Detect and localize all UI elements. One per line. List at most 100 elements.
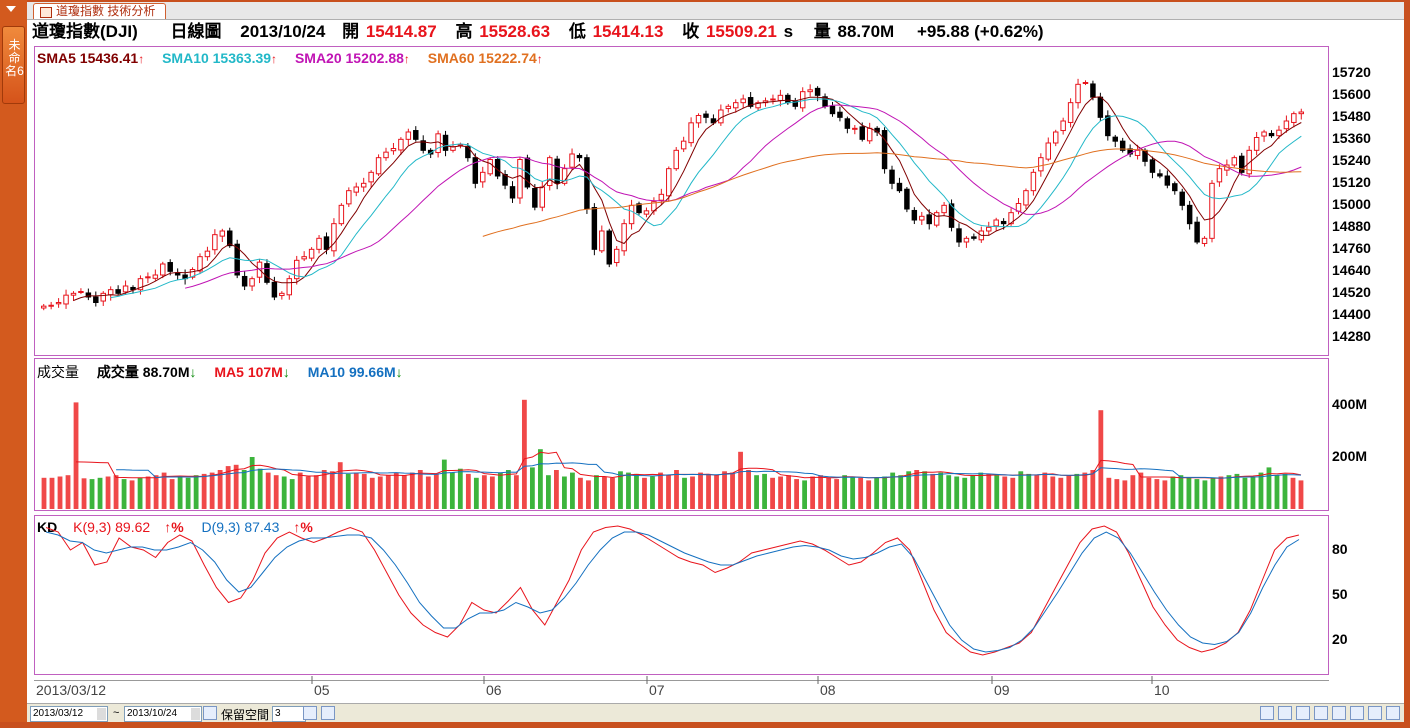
candle-body: [963, 237, 970, 243]
volume-bar: [1066, 475, 1072, 509]
scroll-left-icon[interactable]: [321, 706, 335, 720]
start-date-select[interactable]: 2013/03/12: [30, 706, 108, 722]
reserve-space-label: 保留空間: [221, 708, 270, 722]
volume-bar: [1154, 479, 1160, 509]
low-label: 低: [568, 22, 586, 41]
volume-legend-item: 成交量 88.70M↓: [97, 364, 197, 380]
date-range-tilde: ~: [113, 707, 120, 719]
volume-bar: [1242, 477, 1248, 509]
volume-bar: [105, 476, 111, 509]
zoom-icon[interactable]: [1278, 706, 1292, 720]
candle-body: [189, 269, 196, 278]
kd-y-tick: 20: [1332, 631, 1348, 647]
close-suffix: s: [783, 22, 794, 41]
volume-bar: [602, 476, 607, 509]
volume-bar: [1010, 477, 1016, 509]
candle-body: [725, 105, 732, 110]
candle-body: [427, 149, 434, 155]
tab-technical-analysis[interactable]: 道瓊指數 技術分析: [33, 3, 167, 19]
volume-bar: [121, 479, 127, 509]
volume-bar: [914, 470, 920, 509]
candle-body: [881, 130, 888, 170]
candle-body: [204, 250, 211, 258]
volume-bar: [169, 479, 175, 509]
sma5-label: SMA5 15436.41: [37, 50, 139, 66]
cross-icon[interactable]: [1368, 706, 1382, 720]
k-line: [45, 525, 1300, 656]
chevron-down-icon[interactable]: [6, 6, 16, 12]
volume-bar: [546, 475, 551, 509]
kd-panel-title: KD: [37, 519, 58, 535]
candle-body: [703, 113, 709, 118]
volume-bar: [217, 470, 223, 509]
candle-body: [584, 157, 590, 210]
arrows-icon[interactable]: [303, 706, 317, 720]
window-frame-right: [1404, 0, 1410, 728]
candle-body: [212, 234, 218, 251]
candle-body: [249, 278, 255, 287]
volume-bar: [1178, 475, 1184, 509]
candle-body: [785, 94, 791, 104]
pan-icon[interactable]: [1296, 706, 1310, 720]
volume-bar: [642, 477, 647, 509]
volume-bar: [433, 473, 439, 509]
x-axis-tick: 07: [649, 682, 665, 698]
expand-icon[interactable]: [1350, 706, 1364, 720]
volume-bar: [778, 476, 783, 509]
candle-body: [636, 203, 642, 214]
volume-bar: [265, 472, 271, 509]
volume-bar: [225, 466, 231, 509]
kd-chart-panel[interactable]: KD K(9,3) 89.62 ↑% D(9,3) 87.43 ↑%: [34, 515, 1329, 675]
candle-body: [554, 158, 560, 184]
sma10-line: [110, 98, 1302, 299]
change-value: +95.88 (+0.62%): [916, 22, 1044, 41]
arrow-down-icon: ↓: [282, 364, 290, 380]
volume-bar: [473, 477, 479, 509]
candle-body: [1060, 120, 1066, 132]
candle-body: [442, 134, 449, 151]
end-date-select[interactable]: 2013/10/24: [124, 706, 202, 722]
settings-icon[interactable]: [1386, 706, 1400, 720]
volume-bar: [497, 472, 503, 509]
candle-body: [331, 223, 337, 252]
candle-body: [911, 209, 918, 221]
volume-bar: [730, 472, 735, 509]
x-axis-line: [34, 680, 1329, 681]
candle-body: [606, 230, 612, 265]
volume-bar: [578, 477, 583, 509]
candle-body: [1000, 220, 1007, 225]
shrink-icon[interactable]: [1332, 706, 1346, 720]
candle-body: [271, 281, 278, 298]
candle-body: [733, 102, 739, 109]
volume-bar: [153, 475, 159, 509]
chevron-down-icon[interactable]: [191, 708, 200, 720]
volume-bar: [762, 473, 767, 509]
fit-icon[interactable]: [1314, 706, 1328, 720]
volume-bar: [1162, 480, 1168, 509]
volume-bar: [770, 477, 775, 509]
x-axis-tick: 10: [1154, 682, 1170, 698]
volume-panel-title: 成交量: [37, 364, 79, 380]
scroll-right-icon[interactable]: [1260, 706, 1274, 720]
volume-bar: [193, 475, 199, 509]
price-chart-panel[interactable]: SMA5 15436.41↑ SMA10 15363.39↑ SMA20 152…: [34, 46, 1329, 356]
candle-body: [494, 159, 501, 177]
volume-bar: [529, 467, 535, 509]
candle-body: [859, 126, 865, 140]
calendar-icon[interactable]: [203, 706, 217, 720]
side-tab-unnamed[interactable]: 未命名6: [2, 26, 25, 104]
volume-bar: [41, 477, 47, 509]
volume-bar: [137, 477, 143, 509]
volume-bar: [722, 471, 727, 509]
volume-bar: [361, 473, 367, 509]
candle-body: [1030, 171, 1037, 192]
volume-bar: [73, 402, 79, 509]
volume-bar: [409, 472, 415, 509]
volume-bar: [521, 399, 527, 509]
sma60-legend: SMA60 15222.74↑: [428, 50, 543, 66]
candle-body: [509, 186, 516, 199]
reserve-space-input[interactable]: 3: [272, 706, 306, 722]
chevron-down-icon[interactable]: [97, 708, 106, 720]
arrow-up-icon: ↑: [403, 52, 410, 66]
volume-bar: [658, 472, 663, 509]
